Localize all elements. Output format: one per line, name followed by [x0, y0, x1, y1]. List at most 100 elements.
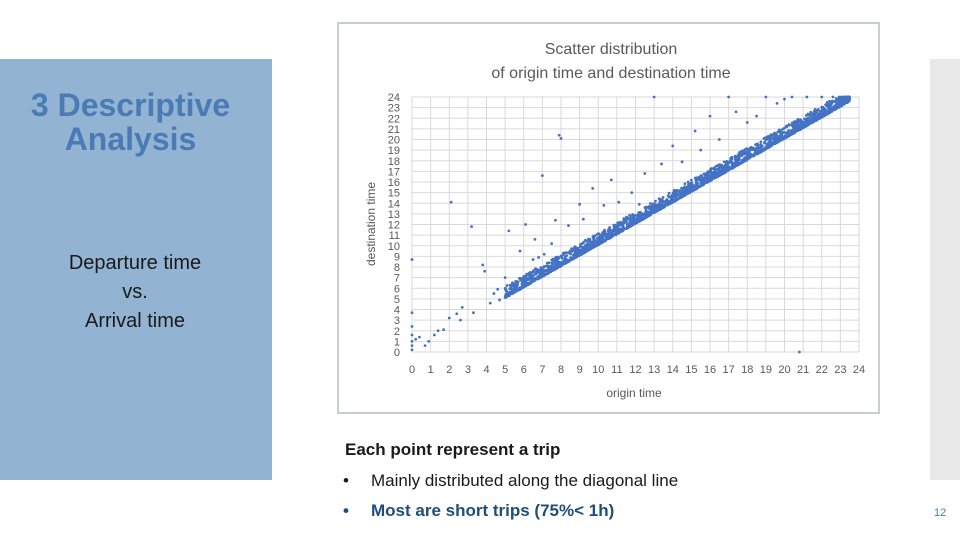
data-point — [796, 117, 800, 121]
data-point — [694, 186, 698, 190]
data-point — [621, 227, 624, 231]
data-point — [693, 129, 697, 133]
chart-title-line-2: of origin time and destination time — [491, 65, 730, 82]
section-title: 3 Descriptive Analysis — [30, 87, 231, 157]
data-point — [734, 110, 738, 114]
data-point — [578, 202, 582, 206]
data-point — [755, 114, 758, 118]
data-point — [531, 258, 535, 261]
data-point — [812, 117, 816, 120]
data-point — [622, 219, 626, 223]
data-point — [674, 198, 678, 202]
data-point — [603, 239, 607, 242]
data-point — [550, 242, 554, 246]
x-tick-label: 15 — [685, 364, 697, 376]
data-point — [410, 348, 414, 352]
data-point — [674, 196, 678, 200]
data-point — [794, 122, 798, 126]
data-point — [518, 249, 522, 253]
data-point — [518, 287, 522, 291]
x-tick-label: 11 — [611, 364, 622, 376]
data-point — [756, 142, 759, 146]
data-point — [575, 249, 579, 253]
data-point — [635, 220, 639, 224]
data-point — [697, 176, 701, 180]
bullet-text: Most are short trips (75%< 1h) — [371, 501, 615, 520]
data-point — [732, 165, 736, 169]
data-point — [643, 216, 647, 220]
data-point — [410, 258, 414, 261]
data-point — [683, 186, 687, 190]
data-point — [503, 276, 507, 280]
x-tick-label: 4 — [483, 364, 489, 376]
data-point — [410, 344, 414, 348]
data-point — [550, 261, 554, 265]
data-point — [554, 255, 558, 259]
data-point — [653, 210, 656, 214]
data-point — [694, 176, 698, 180]
data-point — [748, 154, 752, 157]
data-point — [801, 123, 805, 127]
data-point — [825, 101, 829, 104]
data-point — [716, 170, 720, 174]
data-point — [712, 167, 716, 170]
data-point — [593, 244, 597, 248]
data-point — [616, 221, 620, 225]
data-point — [647, 213, 650, 217]
data-point — [626, 225, 630, 229]
data-point — [833, 107, 837, 111]
x-tick-label: 17 — [723, 364, 735, 376]
data-point — [510, 290, 514, 294]
data-point — [828, 111, 832, 115]
x-tick-label: 21 — [797, 364, 809, 376]
data-point — [630, 191, 634, 195]
data-point — [551, 257, 555, 261]
data-point — [743, 159, 747, 163]
data-point — [532, 277, 536, 281]
subtitle: Departure time vs. Arrival time — [45, 249, 225, 336]
y-tick-label: 21 — [388, 124, 400, 136]
bullet-marker: • — [343, 501, 349, 520]
data-point — [743, 156, 747, 160]
data-point — [643, 206, 647, 210]
data-point — [579, 253, 583, 257]
data-point — [609, 178, 613, 182]
data-point — [690, 183, 694, 187]
data-point — [696, 178, 700, 182]
data-point — [701, 182, 705, 186]
data-point — [847, 99, 851, 103]
bullet-text: Mainly distributed along the diagonal li… — [371, 471, 679, 490]
data-point — [427, 339, 431, 343]
data-point — [822, 107, 826, 111]
data-point — [813, 108, 817, 111]
data-point — [663, 200, 667, 204]
data-point — [534, 268, 538, 272]
data-point — [455, 312, 459, 316]
right-edge-strip — [930, 59, 960, 480]
data-point — [579, 242, 583, 246]
data-point — [524, 282, 528, 286]
data-point — [508, 293, 512, 296]
data-point — [778, 129, 781, 133]
data-point — [694, 184, 698, 187]
data-point — [686, 191, 690, 195]
data-point — [591, 186, 595, 190]
data-point — [568, 250, 572, 253]
caption-heading: Each point represent a trip — [345, 440, 561, 459]
scatter-chart-frame: 0 1 2 3 4 5 6 7 8 9 10 11 12 13 14 15 16 17 18 19 20 21 22 23 24… — [337, 22, 880, 414]
data-point — [829, 102, 833, 106]
data-point — [515, 284, 518, 288]
data-point — [804, 113, 808, 117]
y-tick-label: 4 — [394, 305, 400, 317]
data-point — [506, 291, 510, 295]
data-point — [806, 123, 809, 127]
data-point — [483, 269, 487, 273]
data-point — [805, 95, 809, 99]
data-point — [590, 244, 594, 247]
x-axis-label: origin time — [606, 386, 662, 400]
data-point — [621, 229, 624, 233]
data-point — [504, 294, 508, 298]
data-point — [768, 143, 771, 147]
data-point — [730, 156, 734, 159]
data-point — [581, 217, 585, 221]
